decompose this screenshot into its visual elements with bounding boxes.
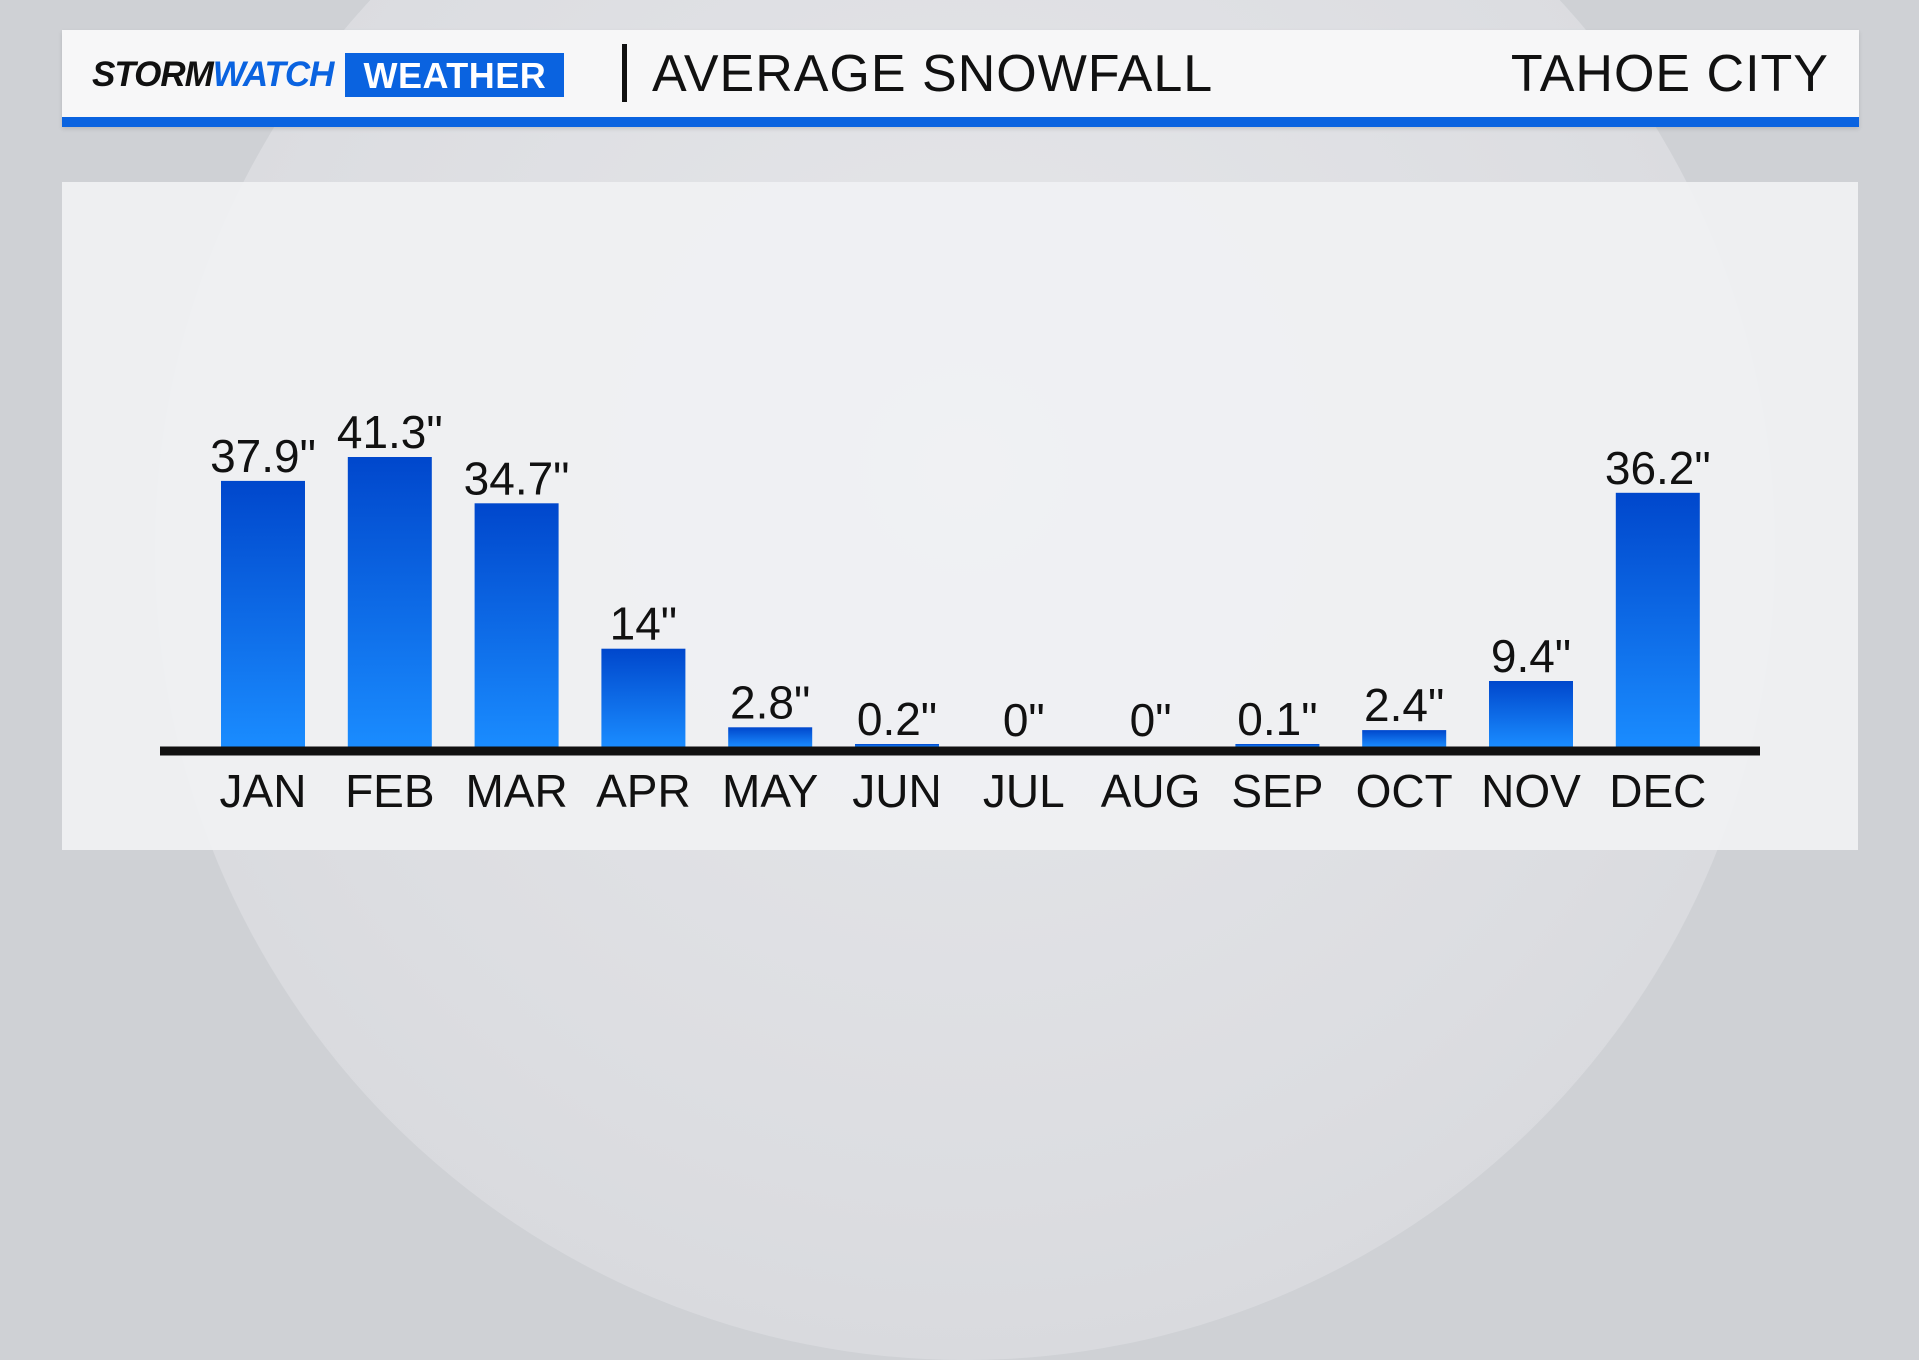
category-label-feb: FEB: [345, 765, 434, 817]
category-label-apr: APR: [596, 765, 691, 817]
bar-nov: [1489, 681, 1573, 747]
bar-jan: [221, 480, 305, 747]
category-label-jan: JAN: [220, 765, 307, 817]
bar-mar: [474, 503, 559, 747]
value-label-dec: 36.2": [1605, 442, 1711, 494]
chart-title: AVERAGE SNOWFALL: [652, 45, 1214, 103]
header-bar: STORM WATCH WEATHER AVERAGE SNOWFALL TAH…: [62, 30, 1859, 127]
category-label-oct: OCT: [1356, 765, 1453, 817]
bar-dec: [1615, 492, 1700, 747]
category-label-nov: NOV: [1481, 765, 1581, 817]
bar-jun: [855, 744, 939, 747]
category-labels-group: JAN FEB MAR APR MAY JUN JUL AUG SEP OCT NOV DEC: [220, 765, 1707, 817]
location-label: TAHOE CITY: [1510, 45, 1829, 103]
brand-weather-badge: WEATHER: [345, 53, 565, 97]
value-label-oct: 2.4": [1364, 679, 1444, 731]
category-label-jun: JUN: [852, 765, 941, 817]
bar-chart: 37.9" 41.3" 34.7" 14" 2.8" 0.2" 0" 0" 0.1" 2.4" 9.…: [160, 406, 1760, 817]
category-label-mar: MAR: [465, 765, 567, 817]
brand-logo: STORM WATCH WEATHER: [92, 52, 565, 98]
header-accent-rule: [62, 117, 1859, 127]
bars-group: [221, 457, 1700, 747]
brand-watch-text: WATCH: [212, 55, 335, 94]
value-label-nov: 9.4": [1491, 630, 1571, 682]
bar-sep: [1235, 744, 1320, 747]
value-label-mar: 34.7": [464, 452, 570, 504]
chart-panel: 37.9" 41.3" 34.7" 14" 2.8" 0.2" 0" 0" 0.1" 2.4" 9.…: [62, 182, 1858, 850]
value-label-aug: 0": [1130, 694, 1172, 746]
value-labels-group: 37.9" 41.3" 34.7" 14" 2.8" 0.2" 0" 0" 0.1" 2.4" 9.…: [210, 406, 1711, 746]
value-label-apr: 14": [610, 598, 678, 650]
category-label-jul: JUL: [983, 765, 1065, 817]
value-label-may: 2.8": [730, 676, 810, 728]
category-label-sep: SEP: [1231, 765, 1323, 817]
bar-feb: [347, 457, 432, 747]
value-label-jun: 0.2": [857, 693, 937, 745]
header-divider: [622, 44, 627, 102]
value-label-feb: 41.3": [337, 406, 443, 458]
bar-oct: [1362, 730, 1447, 747]
bar-apr: [601, 648, 686, 747]
category-label-may: MAY: [722, 765, 818, 817]
category-label-aug: AUG: [1101, 765, 1201, 817]
category-label-dec: DEC: [1609, 765, 1706, 817]
value-label-jan: 37.9": [210, 430, 316, 482]
brand-storm-text: STORM: [92, 55, 214, 94]
value-label-jul: 0": [1003, 694, 1045, 746]
bar-may: [728, 727, 813, 747]
value-label-sep: 0.1": [1237, 693, 1317, 745]
